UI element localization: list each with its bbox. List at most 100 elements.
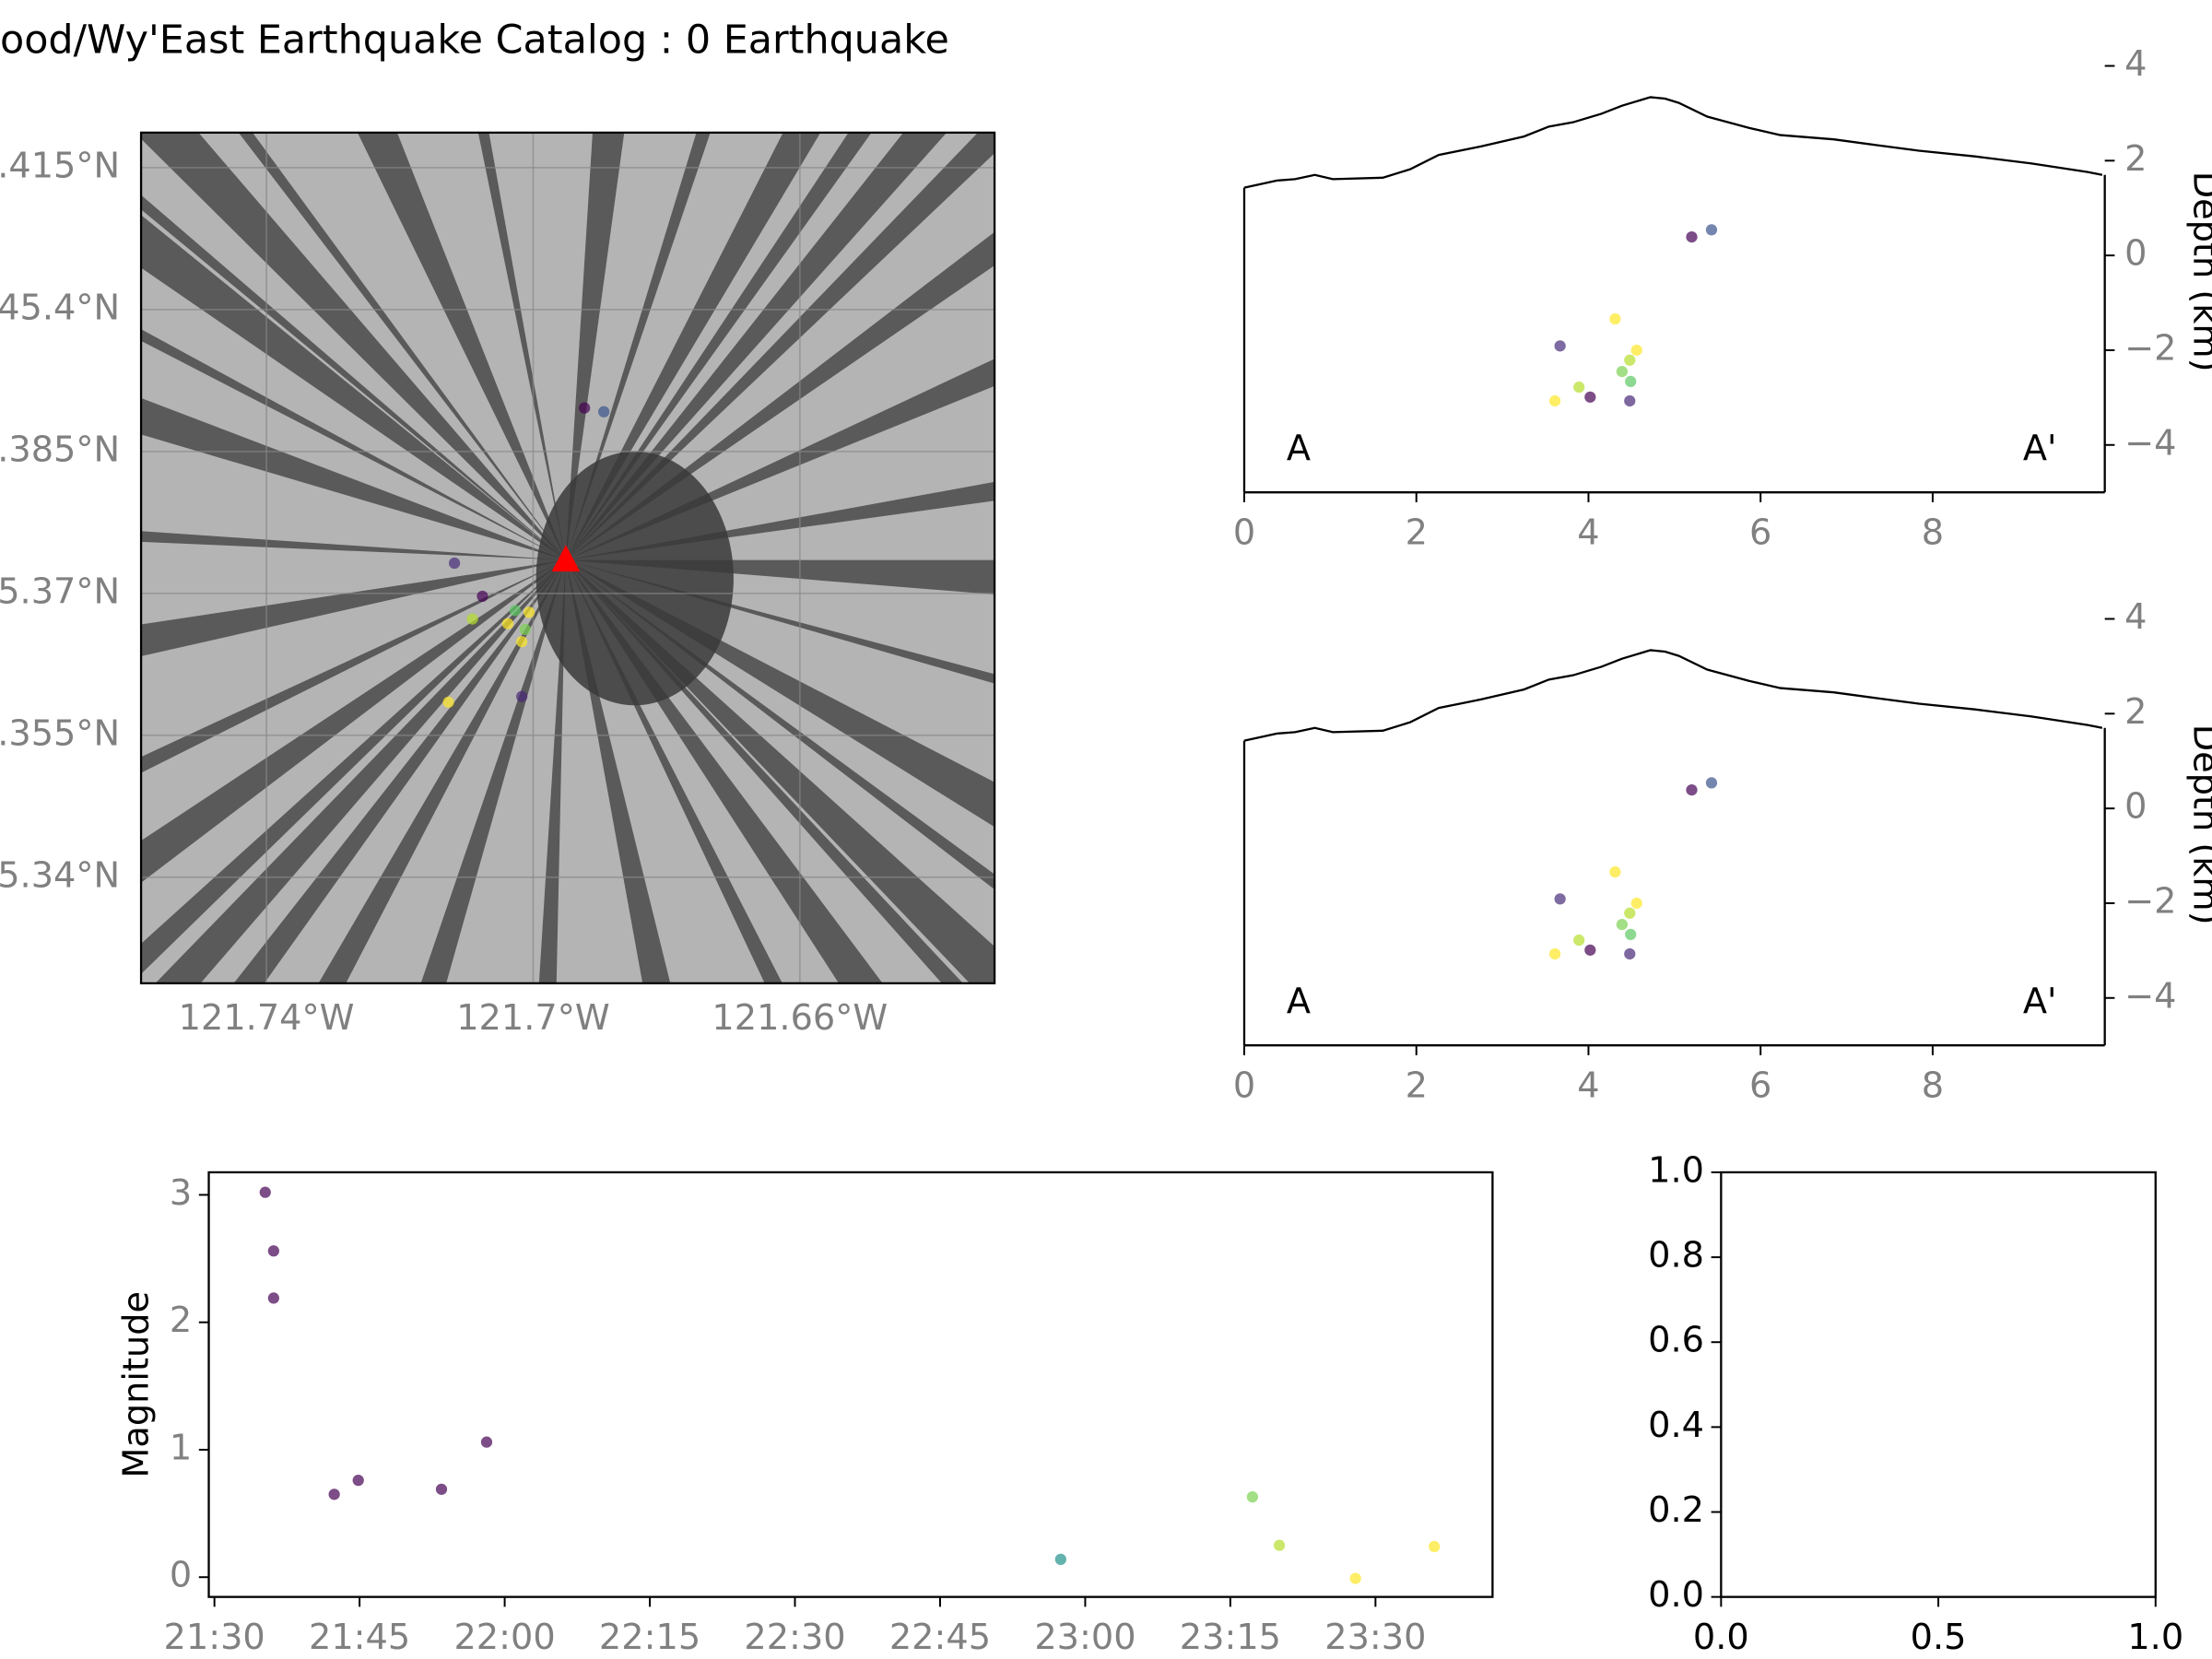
x-tick-label: 21:30 bbox=[164, 1617, 265, 1658]
ridge bbox=[141, 559, 566, 974]
annotation: A bbox=[1287, 981, 1311, 1022]
event-point bbox=[1548, 394, 1561, 407]
y-tick-label: 0 bbox=[170, 1555, 192, 1596]
ridge bbox=[141, 397, 566, 560]
axes-frame bbox=[139, 131, 996, 984]
event-point bbox=[1686, 230, 1698, 243]
event-point bbox=[519, 623, 531, 635]
event-point bbox=[579, 402, 591, 414]
event-point bbox=[501, 618, 514, 629]
ridge bbox=[565, 559, 995, 684]
event-point bbox=[1584, 391, 1596, 403]
ridge bbox=[565, 132, 995, 560]
annotation: A bbox=[1287, 428, 1311, 469]
y-tick-label: −4 bbox=[2124, 975, 2176, 1017]
y-tick-label: 2 bbox=[2124, 691, 2147, 733]
event-point bbox=[1554, 340, 1566, 352]
y-tick-label: 0.4 bbox=[1648, 1405, 1704, 1446]
ridge bbox=[141, 215, 566, 560]
summit-marker bbox=[551, 545, 581, 572]
y-axis-label: Magnitude bbox=[116, 1291, 158, 1478]
event-point bbox=[477, 590, 488, 603]
event-point bbox=[598, 406, 610, 418]
y-tick-label: 2 bbox=[170, 1300, 192, 1341]
annotation: A' bbox=[2023, 428, 2057, 469]
event-point bbox=[1624, 354, 1636, 366]
event-point bbox=[1349, 1572, 1361, 1584]
x-tick-label: 0 bbox=[1233, 512, 1255, 554]
ridge bbox=[565, 132, 625, 560]
ridge bbox=[565, 559, 995, 594]
event-point bbox=[1616, 918, 1629, 931]
event-point bbox=[509, 605, 522, 617]
event-point bbox=[1624, 394, 1636, 407]
map-relief bbox=[141, 132, 995, 983]
event-point bbox=[1573, 934, 1585, 947]
y-axis-label: Depth (km) bbox=[2184, 171, 2212, 372]
event-point bbox=[352, 1475, 364, 1487]
y-tick-label: 0 bbox=[2124, 786, 2147, 828]
y-tick-label: 4 bbox=[2124, 43, 2147, 85]
event-point bbox=[1584, 944, 1596, 956]
x-tick-label: 4 bbox=[1577, 1065, 1599, 1107]
ridge bbox=[318, 559, 566, 983]
x-tick-label: 8 bbox=[1922, 1065, 1944, 1107]
axes-frame bbox=[1720, 1171, 2157, 1598]
x-tick-label: 23:30 bbox=[1324, 1617, 1426, 1658]
y-tick-label: −4 bbox=[2124, 422, 2176, 464]
y-tick-label: 45.34°N bbox=[0, 854, 120, 896]
y-tick-label: −2 bbox=[2124, 327, 2176, 369]
event-point bbox=[1573, 381, 1585, 394]
event-point bbox=[448, 557, 461, 570]
event-point bbox=[516, 690, 528, 702]
y-tick-label: 2 bbox=[2124, 138, 2147, 180]
summit-shade bbox=[535, 451, 734, 706]
event-point bbox=[1429, 1540, 1441, 1553]
y-axis-label: Depth (km) bbox=[2184, 724, 2212, 925]
event-point bbox=[1705, 777, 1718, 789]
x-tick-label: 0.5 bbox=[1911, 1617, 1967, 1658]
y-tick-label: 45.385°N bbox=[0, 429, 120, 470]
annotation: A' bbox=[2023, 981, 2057, 1022]
event-point bbox=[1554, 893, 1566, 905]
y-tick-label: 1.0 bbox=[1648, 1149, 1704, 1191]
event-point bbox=[480, 1436, 493, 1448]
y-tick-label: 0.6 bbox=[1648, 1320, 1704, 1361]
event-point bbox=[1705, 224, 1718, 236]
event-point bbox=[1054, 1553, 1066, 1565]
event-point bbox=[1625, 375, 1637, 388]
event-point bbox=[1273, 1539, 1286, 1551]
ridge bbox=[233, 559, 566, 983]
x-tick-label: 6 bbox=[1749, 512, 1771, 554]
event-point bbox=[1686, 783, 1698, 796]
event-point bbox=[1548, 947, 1561, 960]
ridge bbox=[141, 132, 566, 560]
event-point bbox=[1624, 947, 1636, 960]
x-tick-label: 121.66°W bbox=[712, 997, 888, 1039]
x-tick-label: 1.0 bbox=[2127, 1617, 2183, 1658]
event-point bbox=[328, 1488, 340, 1500]
event-point bbox=[1616, 365, 1629, 378]
event-point bbox=[1609, 865, 1621, 878]
ridge bbox=[141, 531, 566, 560]
x-tick-label: 23:15 bbox=[1180, 1617, 1281, 1658]
y-tick-label: 0.2 bbox=[1648, 1489, 1704, 1531]
topography-line bbox=[1243, 649, 2103, 742]
y-tick-label: 45.4°N bbox=[0, 287, 120, 328]
event-point bbox=[1630, 344, 1642, 357]
event-point bbox=[442, 696, 454, 709]
event-point bbox=[267, 1245, 279, 1257]
y-tick-label: 4 bbox=[2124, 596, 2147, 638]
event-point bbox=[1246, 1490, 1258, 1503]
axes-frame bbox=[207, 1171, 1494, 1598]
x-tick-label: 121.7°W bbox=[456, 997, 609, 1039]
x-tick-label: 0 bbox=[1233, 1065, 1255, 1107]
y-tick-label: 1 bbox=[170, 1427, 192, 1468]
ridge bbox=[565, 132, 711, 560]
event-point bbox=[1625, 928, 1637, 941]
y-tick-label: 45.415°N bbox=[0, 145, 120, 186]
x-tick-label: 0.0 bbox=[1693, 1617, 1749, 1658]
y-tick-label: 0 bbox=[2124, 233, 2147, 275]
y-tick-label: 45.37°N bbox=[0, 571, 120, 612]
y-tick-label: 0.8 bbox=[1648, 1235, 1704, 1277]
